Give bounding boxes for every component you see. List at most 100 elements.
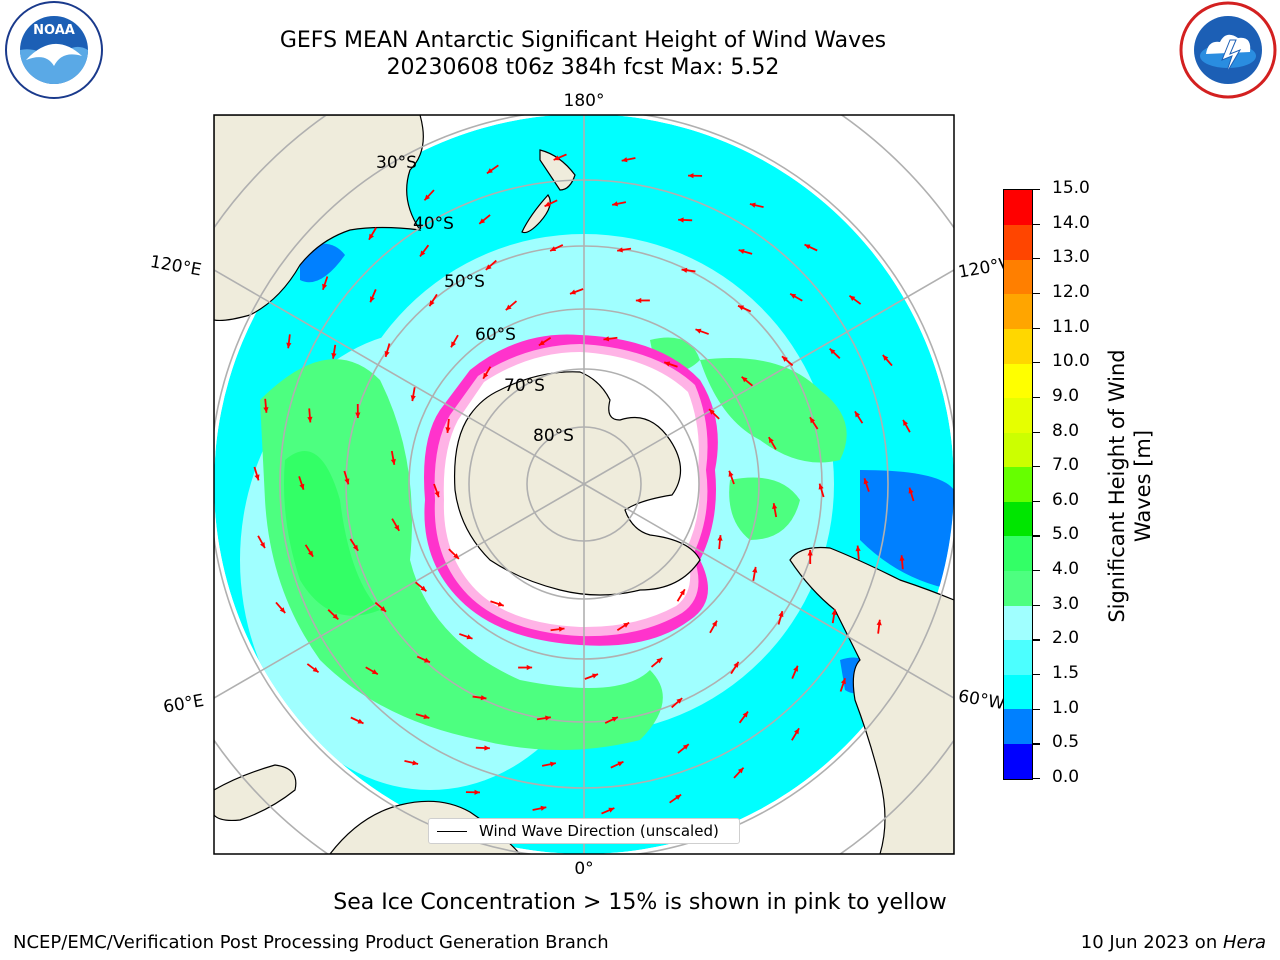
colorbar-tick-mark xyxy=(1033,396,1040,399)
wave-arrow-head xyxy=(331,352,337,359)
wave-arrow-head xyxy=(420,250,426,257)
colorbar-tick-label: 0.0 xyxy=(1052,767,1080,787)
colorbar-tick-label: 11.0 xyxy=(1052,316,1090,337)
footer-date-text: 10 Jun 2023 on xyxy=(1080,932,1223,953)
wave-arrow-head xyxy=(429,300,435,307)
colorbar-tick-mark xyxy=(1033,743,1040,745)
wave-arrow-head xyxy=(370,296,375,303)
colorbar-tick-mark xyxy=(1033,362,1040,364)
wave-arrow-head xyxy=(903,419,909,426)
noaa-logo-text: NOAA xyxy=(33,23,75,38)
wave-arrow-head xyxy=(550,761,556,767)
legend-line-swatch xyxy=(437,831,467,832)
wave-arrow-head xyxy=(486,168,493,174)
wave-arrow-head xyxy=(254,474,260,481)
colorbar-tick-label: 6.0 xyxy=(1052,489,1080,510)
colorbar-tick-mark xyxy=(1033,570,1040,572)
wave-arrow-head xyxy=(617,247,623,253)
colorbar-tick-label: 0.5 xyxy=(1052,732,1080,753)
wave-arrow-head xyxy=(434,491,440,498)
colorbar-tick-mark xyxy=(1033,189,1040,191)
wave-arrow-head xyxy=(882,354,889,361)
wave-arrow-head xyxy=(550,246,557,251)
lon-label-180: 180° xyxy=(564,91,605,111)
wave-arrow-head xyxy=(569,289,576,295)
wave-arrow-head xyxy=(712,620,717,627)
wind-wave-arrows xyxy=(253,153,915,815)
wave-arrow-head xyxy=(544,201,551,207)
colorbar-tick-label: 9.0 xyxy=(1052,385,1080,406)
wave-arrow-head xyxy=(307,550,314,557)
wave-arrow-head xyxy=(480,695,487,701)
lat-label-40s: 40°S xyxy=(413,214,454,234)
wave-arrow-head xyxy=(675,794,682,800)
lon-label-0: 0° xyxy=(574,859,593,879)
south-america-land xyxy=(789,546,954,854)
wave-arrow-head xyxy=(390,459,396,465)
colorbar-segment xyxy=(1004,397,1032,433)
wave-arrow-head xyxy=(804,244,811,250)
wave-arrow-head xyxy=(664,361,671,367)
wave-arrow-head xyxy=(679,589,685,596)
colorbar-segment xyxy=(1004,259,1032,295)
colorbar-tick-mark xyxy=(1033,292,1040,295)
colorbar-tick-label: 14.0 xyxy=(1052,212,1090,233)
wave-arrow-head xyxy=(451,341,456,348)
wave-arrow-head xyxy=(299,483,305,490)
wave-arrow-head xyxy=(623,622,630,628)
colorbar-tick-mark xyxy=(1033,327,1040,329)
wave-arrow-head xyxy=(371,669,378,675)
colorbar-tick-label: 5.0 xyxy=(1052,524,1080,545)
colorbar-tick-label: 10.0 xyxy=(1052,351,1090,372)
lat-label-50s: 50°S xyxy=(444,272,485,292)
colorbar-tick-label: 13.0 xyxy=(1052,247,1090,268)
wave-arrow-head xyxy=(592,673,599,679)
wave-arrow-head xyxy=(423,657,430,663)
wave-arrow-head xyxy=(603,336,610,342)
wave-arrow-head xyxy=(752,566,758,573)
colorbar-segment xyxy=(1004,605,1032,641)
wave-arrow-head xyxy=(322,283,328,290)
wave-arrow-head xyxy=(695,328,702,334)
wave-arrow-head xyxy=(749,202,756,208)
wave-arrow-head xyxy=(384,351,390,357)
wave-arrow-head xyxy=(621,157,628,163)
colorbar-segment xyxy=(1004,224,1032,260)
colorbar-tick-label: 12.0 xyxy=(1052,281,1090,302)
footer-date: 10 Jun 2023 on Hera xyxy=(1081,932,1266,953)
wave-arrow-head xyxy=(717,535,723,541)
wave-arrow-head xyxy=(733,661,739,668)
wave-arrow-head xyxy=(394,524,400,531)
wave-arrow-head xyxy=(809,417,816,424)
colorbar-tick-label: 3.0 xyxy=(1052,593,1080,614)
wave-arrow-head xyxy=(474,789,480,795)
colorbar-tick-mark xyxy=(1033,535,1040,537)
wave-arrow-head xyxy=(412,760,419,766)
antarctica-land xyxy=(453,371,701,596)
wave-arrow-head xyxy=(420,585,427,592)
lat-label-70s: 70°S xyxy=(504,376,545,396)
wave-arrow-head xyxy=(279,607,286,614)
colorbar-tick-mark xyxy=(1033,778,1040,780)
wave-arrow-head xyxy=(479,218,486,224)
colorbar-segment xyxy=(1004,466,1032,502)
madagascar-land xyxy=(214,764,297,822)
lon-label-60e: 60°E xyxy=(162,691,206,718)
wave-arrow-head xyxy=(307,416,313,423)
colorbar-label: Significant Height of Wind Waves [m] xyxy=(1104,336,1158,636)
lon-label-60w: 60°W xyxy=(957,686,1007,714)
wave-arrow-head xyxy=(612,201,618,207)
wave-arrow-head xyxy=(286,342,292,349)
wave-arrow-head xyxy=(635,297,642,304)
wave-arrow-head xyxy=(558,626,565,632)
colorbar-tick-mark xyxy=(1033,708,1040,710)
lat-label-30s: 30°S xyxy=(376,153,417,173)
colorbar-segment xyxy=(1004,190,1032,226)
wave-arrow-head xyxy=(423,714,430,720)
wave-arrow-head xyxy=(424,194,431,201)
colorbar-segment xyxy=(1004,362,1032,399)
graticule xyxy=(214,115,954,854)
wave-arrow-head xyxy=(831,609,837,616)
wave-arrow-head xyxy=(617,761,624,767)
colorbar-label-line2: Waves [m] xyxy=(1131,429,1155,543)
